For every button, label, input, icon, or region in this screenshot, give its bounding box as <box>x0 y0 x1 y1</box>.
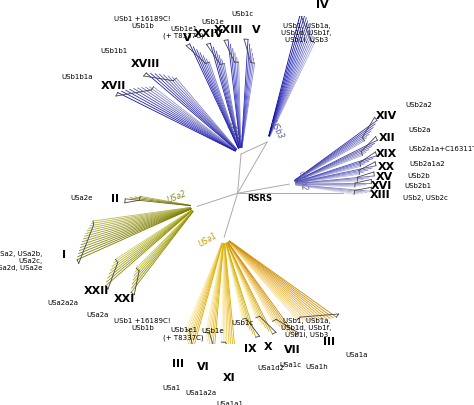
Text: X: X <box>264 342 273 352</box>
Text: USa2, USa2b,
USa2c,
USa2d, USa2e: USa2, USa2b, USa2c, USa2d, USa2e <box>0 252 43 271</box>
Text: I: I <box>63 249 66 260</box>
Text: XVI: XVI <box>371 181 392 191</box>
Text: VI: VI <box>197 362 210 372</box>
Text: V: V <box>252 25 261 35</box>
Text: USb1b1: USb1b1 <box>100 48 128 54</box>
Text: RSRS: RSRS <box>247 194 273 203</box>
Text: USa1h: USa1h <box>305 364 328 369</box>
Text: USb2a1a+C16311T!: USb2a1a+C16311T! <box>409 146 474 151</box>
Text: III: III <box>323 337 335 347</box>
Text: XXIII: XXIII <box>213 25 243 35</box>
Text: V: V <box>182 33 191 43</box>
Text: USb1 +16189C!
USb1b: USb1 +16189C! USb1b <box>114 16 171 29</box>
Text: USa1: USa1 <box>162 386 181 391</box>
Text: USb2b: USb2b <box>407 173 430 179</box>
Text: XXI: XXI <box>114 294 135 305</box>
Text: USb1, USb1a,
USb1d, USb1f,
USb1i, USb3: USb1, USb1a, USb1d, USb1f, USb1i, USb3 <box>282 318 332 338</box>
Text: USa2: USa2 <box>166 189 188 205</box>
Text: USa2a2a: USa2a2a <box>47 301 78 307</box>
Text: USb2: USb2 <box>297 170 308 191</box>
Text: XII: XII <box>379 133 396 143</box>
Text: USa2e: USa2e <box>70 194 92 200</box>
Text: USb1 +16189C!
USb1b: USb1 +16189C! USb1b <box>114 318 171 331</box>
Text: USb2a1a2: USb2a1a2 <box>409 161 445 166</box>
Text: USb1b1a: USb1b1a <box>61 74 93 80</box>
Text: USb1c: USb1c <box>231 320 254 326</box>
Text: USb2b1: USb2b1 <box>404 183 431 189</box>
Text: USb1: USb1 <box>224 122 245 143</box>
Text: USa1a1: USa1a1 <box>216 401 243 405</box>
Text: XX: XX <box>378 162 395 172</box>
Text: IV: IV <box>316 0 329 10</box>
Text: USa2a: USa2a <box>87 312 109 318</box>
Text: USa1d2: USa1d2 <box>258 365 285 371</box>
Text: USb2a: USb2a <box>409 127 431 133</box>
Text: XXII: XXII <box>84 286 109 296</box>
Text: XIII: XIII <box>370 190 391 200</box>
Text: XXIV: XXIV <box>194 28 224 38</box>
Text: USa1c: USa1c <box>279 362 301 368</box>
Text: USb1e1
(+ T8337C): USb1e1 (+ T8337C) <box>163 327 204 341</box>
Text: USb1c: USb1c <box>231 11 254 17</box>
Text: USb1e1
(+ T8337C): USb1e1 (+ T8337C) <box>163 26 204 39</box>
Text: USb3: USb3 <box>268 119 286 141</box>
Text: XIV: XIV <box>375 111 397 122</box>
Text: XVII: XVII <box>101 81 126 91</box>
Text: XI: XI <box>223 373 236 383</box>
Text: USb2a2: USb2a2 <box>405 102 432 108</box>
Text: USb1, USb1a,
USb1d, USb1f,
USb1i, USb3: USb1, USb1a, USb1d, USb1f, USb1i, USb3 <box>282 23 332 43</box>
Text: IX: IX <box>244 344 256 354</box>
Text: XIX: XIX <box>376 149 397 159</box>
Text: USa1a: USa1a <box>346 352 368 358</box>
Text: XVIII: XVIII <box>130 60 160 70</box>
Text: III: III <box>172 358 184 369</box>
Text: USb1e: USb1e <box>201 328 224 335</box>
Text: XV: XV <box>375 173 393 183</box>
Text: USb1e: USb1e <box>201 19 224 25</box>
Text: USa1a2a: USa1a2a <box>185 390 216 396</box>
Text: USb2, USb2c: USb2, USb2c <box>403 195 448 201</box>
Text: VII: VII <box>283 345 300 355</box>
Text: II: II <box>111 194 119 204</box>
Text: USa1: USa1 <box>197 231 219 249</box>
